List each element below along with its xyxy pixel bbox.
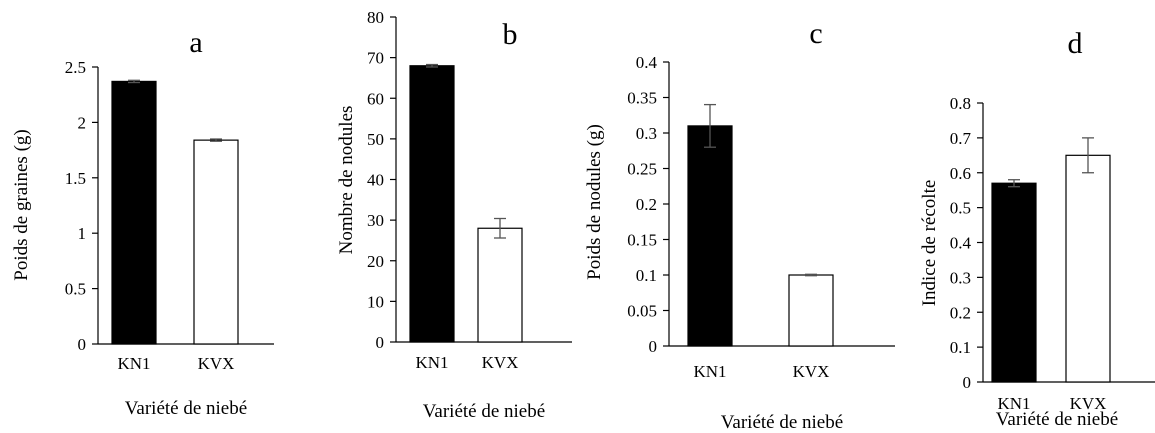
y-tick-label: 0.7 [950,129,972,148]
y-tick-label: 0 [649,337,658,356]
bar-kn1 [409,65,455,343]
bar-kn1 [687,125,733,347]
y-tick-label: 0.2 [636,195,657,214]
y-tick-label: 0.35 [627,89,657,108]
panel-b: 0 10 20 30 40 50 60 70 80 KN1 KVX Variété de niebé N… [336,8,572,422]
category-label: KN1 [997,394,1030,413]
y-tick-label: 0.6 [950,164,971,183]
y-tick-label: 10 [367,292,384,311]
y-tick-label: 0.1 [950,338,971,357]
bar-kn1 [111,80,157,345]
bar-kvx [477,227,523,343]
y-tick-label: 1.5 [65,169,86,188]
x-axis-label: Variété de niebé [996,409,1118,430]
bar-kvx [193,139,239,345]
y-axis-label: Nombre de nodules [336,106,357,255]
bar-kn1 [991,182,1037,383]
y-tick-label: 0.2 [950,303,971,322]
x-axis-label: Variété de niebé [125,398,247,419]
y-axis-label: Poids de graines (g) [11,129,32,280]
y-tick-label: 80 [367,8,384,27]
y-tick-label: 0.1 [636,266,657,285]
y-tick-label: 2 [78,113,87,132]
y-tick-label: 70 [367,49,384,68]
panel-a: 0 0.5 1 1.5 2 2.5 KN1 KVX Variété de niebé Poids … [11,26,274,419]
y-tick-label: 0.5 [950,199,971,218]
category-label: KN1 [117,354,150,373]
category-label: KVX [1070,394,1107,413]
y-tick-label: 0 [78,335,87,354]
y-tick-label: 60 [367,89,384,108]
y-tick-label: 2.5 [65,58,86,77]
x-axis-label: Variété de niebé [423,401,545,422]
y-tick-label: 0.4 [950,234,972,253]
category-label: KN1 [693,362,726,381]
y-tick-label: 30 [367,211,384,230]
panel-label: a [189,26,202,59]
y-tick-label: 40 [367,171,384,190]
panel-c: 0 0.05 0.1 0.15 0.2 0.25 0.3 0.35 0.4 KN1 KVX Varié… [584,17,895,433]
y-tick-label: 0.4 [636,53,658,72]
panel-label: b [503,18,518,51]
y-tick-label: 0 [963,373,972,392]
category-label: KVX [198,354,235,373]
y-axis-label: Indice de récolte [919,180,940,307]
y-tick-label: 0.3 [636,124,657,143]
category-label: KVX [482,353,519,372]
category-label: KVX [793,362,830,381]
bar-kvx [788,274,834,347]
y-tick-label: 0.05 [627,302,657,321]
y-tick-label: 1 [78,224,87,243]
category-label: KN1 [415,353,448,372]
y-tick-label: 0.3 [950,268,971,287]
y-tick-label: 0.15 [627,231,657,250]
y-tick-label: 0.5 [65,280,86,299]
y-tick-label: 0.8 [950,94,971,113]
y-tick-label: 0 [376,333,385,352]
panel-label: c [809,17,822,50]
y-tick-label: 0.25 [627,160,657,179]
bar-kvx [1065,154,1111,383]
panel-label: d [1068,27,1083,60]
x-axis-label: Variété de niebé [721,412,843,433]
y-tick-label: 50 [367,130,384,149]
y-tick-label: 20 [367,252,384,271]
y-axis-label: Poids de nodules (g) [584,124,605,280]
